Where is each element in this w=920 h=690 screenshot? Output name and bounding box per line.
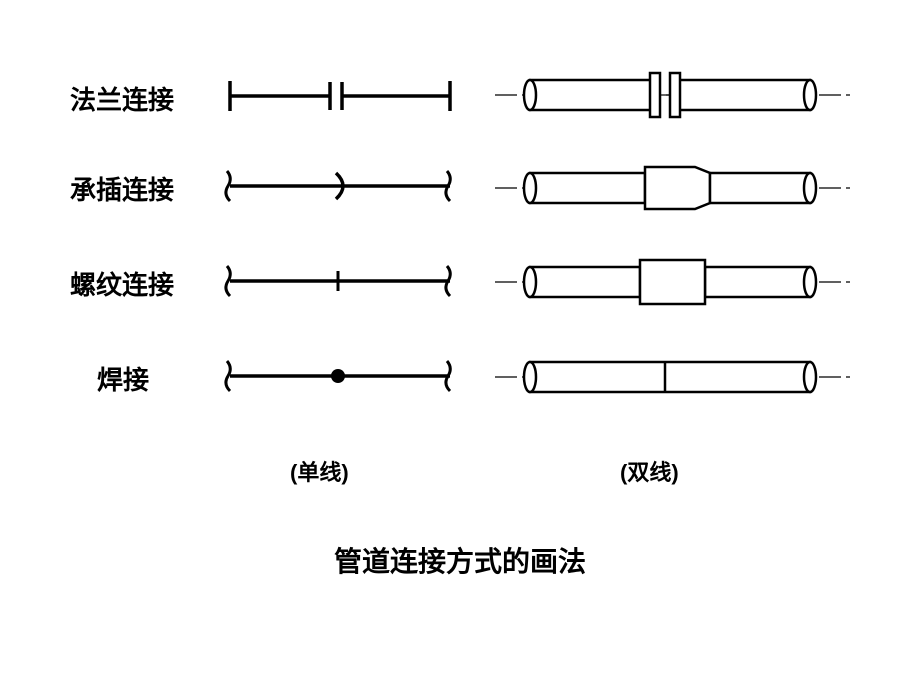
- weld-single-icon: [218, 356, 468, 396]
- socket-single-icon: [218, 166, 468, 206]
- col-label-double: (双线): [620, 455, 679, 487]
- weld-double-icon: [495, 350, 855, 405]
- diagram-container: 法兰连接 承插连接 螺纹连接 焊接 (单线) (双线) 管道连接方式的画法: [0, 0, 920, 690]
- row-label-flange: 法兰连接: [70, 80, 174, 117]
- flange-double-icon: [495, 68, 855, 123]
- thread-single-icon: [218, 261, 468, 301]
- row-label-socket: 承插连接: [70, 170, 174, 207]
- row-label-weld: 焊接: [97, 360, 149, 397]
- col-label-single: (单线): [290, 455, 349, 487]
- row-label-thread: 螺纹连接: [70, 265, 174, 302]
- thread-double-icon: [495, 252, 855, 312]
- flange-single-icon: [218, 76, 468, 116]
- diagram-title: 管道连接方式的画法: [0, 540, 920, 580]
- socket-double-icon: [495, 158, 855, 218]
